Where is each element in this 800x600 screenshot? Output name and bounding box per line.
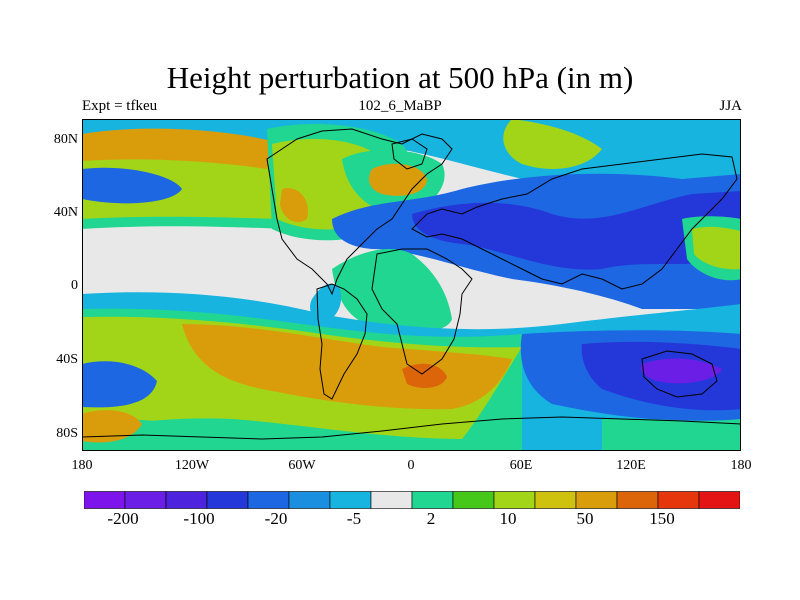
lon-label-180e: 180 xyxy=(730,458,752,473)
colorbar-label: -5 xyxy=(346,509,362,528)
greenland-coast xyxy=(391,138,428,170)
colorbar-swatch xyxy=(698,491,740,509)
colorbar-label: 2 xyxy=(426,509,436,528)
colorbar-label: 10 xyxy=(499,509,517,528)
lat-label-equator: 0 xyxy=(71,278,78,293)
map-frame xyxy=(82,119,741,451)
lat-label-80s: 80S xyxy=(56,426,78,441)
colorbar-swatch xyxy=(84,491,126,509)
west-south-pacific-blue xyxy=(82,361,157,408)
lon-label-120w: 120W xyxy=(174,458,210,473)
colorbar-swatch xyxy=(657,491,700,509)
east-asia-yellow xyxy=(692,226,741,270)
lon-label-120e: 120E xyxy=(616,458,646,473)
colorbar-swatch xyxy=(534,491,577,509)
colorbar-swatch xyxy=(247,491,290,509)
africa-green xyxy=(332,249,452,332)
north-america-coast xyxy=(266,128,453,296)
colorbar-swatch xyxy=(575,491,618,509)
lat-label-40n: 40N xyxy=(53,205,78,220)
season-label: JJA xyxy=(719,98,742,114)
south-atlantic-orange xyxy=(182,324,512,410)
run-label: 102_6_MaBP xyxy=(358,98,442,114)
colorbar-swatch xyxy=(329,491,372,509)
colorbar-swatch xyxy=(206,491,249,509)
colorbar-swatch xyxy=(452,491,495,509)
eurasia-coast xyxy=(411,153,738,290)
lat-label-40s: 40S xyxy=(56,352,78,367)
experiment-label: Expt = tfkeu xyxy=(82,98,158,114)
colorbar-label: 50 xyxy=(576,509,594,528)
antarctica-coast xyxy=(82,416,741,440)
colorbar-swatch xyxy=(493,491,536,509)
colorbar-swatch xyxy=(288,491,331,509)
colorbar-label: -100 xyxy=(183,509,215,528)
southern-orange-core xyxy=(402,363,447,389)
arctic-yellow xyxy=(503,119,602,169)
eurasia-strong-blue xyxy=(412,191,741,270)
lon-label-180w: 180 xyxy=(71,458,93,473)
colorbar-swatch xyxy=(165,491,208,509)
colorbar-swatch xyxy=(411,491,454,509)
africa-coast xyxy=(371,248,473,375)
lat-label-80n: 80N xyxy=(53,132,78,147)
west-pacific-blue xyxy=(82,167,182,204)
australia-coast xyxy=(641,350,718,398)
coastlines xyxy=(82,128,741,440)
colorbar-label: 150 xyxy=(649,509,675,528)
north-pacific-orange xyxy=(82,128,272,169)
south-america-coast xyxy=(316,283,368,400)
lon-label-60e: 60E xyxy=(509,458,533,473)
antarctic-east-green xyxy=(602,418,741,451)
colorbar-label: -20 xyxy=(264,509,288,528)
south-pacific-orange xyxy=(82,410,142,443)
height-perturbation-map xyxy=(82,119,741,451)
colorbar xyxy=(84,491,740,509)
colorbar-swatch xyxy=(616,491,659,509)
lon-label-0: 0 xyxy=(407,458,415,473)
lon-label-60w: 60W xyxy=(288,458,316,473)
colorbar-label: -200 xyxy=(107,509,139,528)
north-america-orange xyxy=(280,188,308,223)
colorbar-swatch xyxy=(370,491,413,509)
contour-fill xyxy=(82,119,741,451)
southern-deep-blue xyxy=(640,358,722,384)
chart-title: Height perturbation at 500 hPa (in m) xyxy=(166,60,634,95)
colorbar-swatch xyxy=(124,491,167,509)
